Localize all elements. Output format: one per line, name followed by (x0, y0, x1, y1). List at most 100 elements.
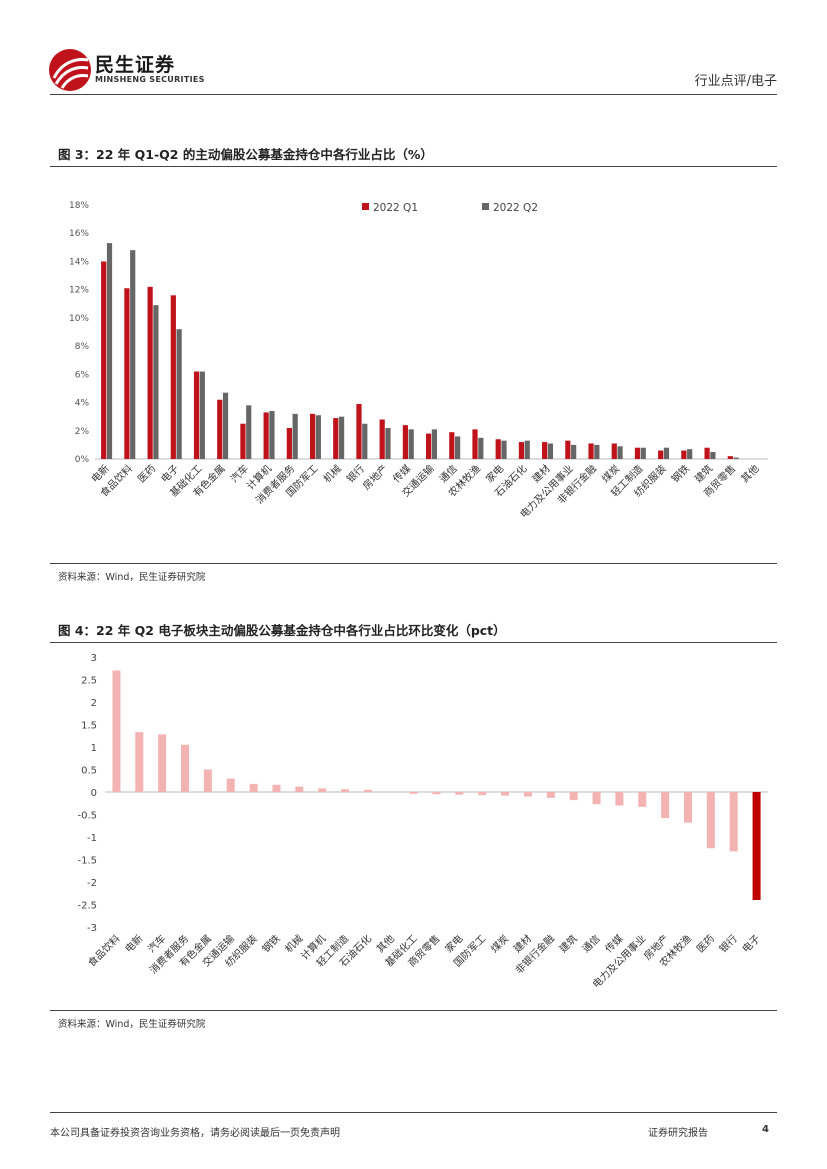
y-tick-label: 12% (69, 286, 89, 296)
bar (752, 792, 761, 900)
bar-q2 (524, 440, 530, 459)
figure4-source: 资料来源：Wind，民生证券研究院 (58, 1019, 206, 1030)
bar-q2 (710, 451, 716, 459)
x-tick-label: 其他 (738, 462, 761, 485)
bar (638, 792, 647, 807)
bar (295, 786, 304, 792)
bar-q1 (588, 443, 594, 459)
x-tick-label: 银行 (716, 932, 739, 955)
figure3-top-rule (50, 166, 777, 167)
bar (341, 789, 350, 792)
bar-q1 (333, 418, 339, 459)
bar (523, 792, 532, 797)
footer-divider (50, 1112, 777, 1113)
y-tick-label: -1 (87, 833, 97, 844)
y-tick-label: -0.5 (77, 811, 97, 822)
y-tick-label: -2.5 (77, 901, 97, 912)
legend-swatch (482, 203, 489, 210)
bar-q2 (594, 444, 600, 459)
bar (432, 792, 441, 795)
legend-label: 2022 Q1 (373, 202, 418, 214)
bar-q1 (379, 419, 385, 459)
bar-q1 (495, 439, 501, 459)
x-tick-label: 钢铁 (259, 932, 282, 955)
x-tick-label: 煤炭 (488, 932, 511, 955)
y-tick-label: 16% (69, 229, 89, 239)
bar-q2 (199, 371, 205, 459)
bar (592, 792, 601, 805)
bar (112, 670, 121, 792)
bar-q2 (617, 446, 623, 459)
y-tick-label: 3 (91, 653, 97, 664)
minsheng-logo-icon (49, 49, 91, 91)
bar (409, 792, 418, 794)
bar (455, 792, 464, 795)
y-tick-label: 0.5 (81, 766, 97, 777)
bar (181, 744, 190, 792)
bar-q1 (101, 261, 107, 459)
bar-q1 (611, 443, 617, 459)
bar-q1 (193, 371, 200, 459)
bar-q2 (455, 436, 461, 459)
section-label: 行业点评/电子 (694, 74, 777, 89)
figure3-bottom-rule (50, 563, 777, 564)
page-number: 4 (762, 1124, 769, 1135)
x-tick-label: 钢铁 (669, 462, 692, 485)
figure4-top-rule (50, 642, 777, 643)
x-tick-label: 医药 (694, 933, 717, 956)
bar-q1 (356, 403, 362, 459)
bar-q2 (733, 457, 739, 459)
bar-q1 (240, 423, 246, 459)
logo-subtext: MINSHENG SECURITIES (95, 75, 205, 84)
bar-q2 (501, 440, 507, 459)
bar (226, 778, 235, 792)
bar-q2 (385, 427, 391, 459)
bar-q2 (106, 243, 113, 459)
x-tick-label: 机械 (320, 462, 343, 485)
bar (135, 732, 144, 792)
y-tick-label: 2% (75, 427, 90, 437)
legend-label: 2022 Q2 (493, 202, 538, 214)
bar-q1 (565, 440, 571, 459)
bar-q2 (176, 329, 182, 459)
bar (318, 788, 327, 792)
bar-q1 (518, 442, 525, 459)
y-tick-label: 6% (75, 370, 90, 380)
bar-q2 (478, 437, 484, 459)
bar (683, 792, 692, 823)
x-tick-label: 通信 (580, 933, 603, 956)
x-tick-label: 医药 (136, 463, 159, 486)
bar-q2 (246, 405, 252, 459)
bar-q1 (449, 432, 455, 459)
bar-q1 (658, 450, 664, 459)
y-tick-label: -1.5 (77, 856, 97, 867)
bar-q1 (402, 425, 408, 459)
bar-q2 (130, 250, 136, 459)
y-tick-label: 14% (69, 257, 89, 267)
bar-q1 (704, 447, 710, 459)
bar (272, 784, 281, 792)
bar-q1 (263, 412, 269, 459)
bar-q1 (286, 427, 292, 459)
y-tick-label: 18% (69, 201, 89, 211)
bar-q1 (542, 442, 548, 459)
bar-q2 (292, 413, 298, 459)
bar-q1 (170, 295, 176, 459)
bar (203, 769, 212, 792)
bar-q2 (431, 429, 437, 459)
bar (546, 792, 555, 798)
bar-q1 (426, 433, 432, 459)
bar-q1 (727, 456, 733, 459)
bar-q2 (547, 443, 554, 459)
bar (158, 734, 167, 792)
bar-q2 (269, 411, 275, 459)
bar (501, 792, 510, 796)
bar-q2 (338, 416, 345, 459)
bar (615, 792, 624, 806)
bar (569, 792, 578, 801)
bar-q1 (124, 288, 130, 459)
logo-text: 民生证券 (95, 54, 176, 76)
y-tick-label: -2 (87, 878, 97, 889)
